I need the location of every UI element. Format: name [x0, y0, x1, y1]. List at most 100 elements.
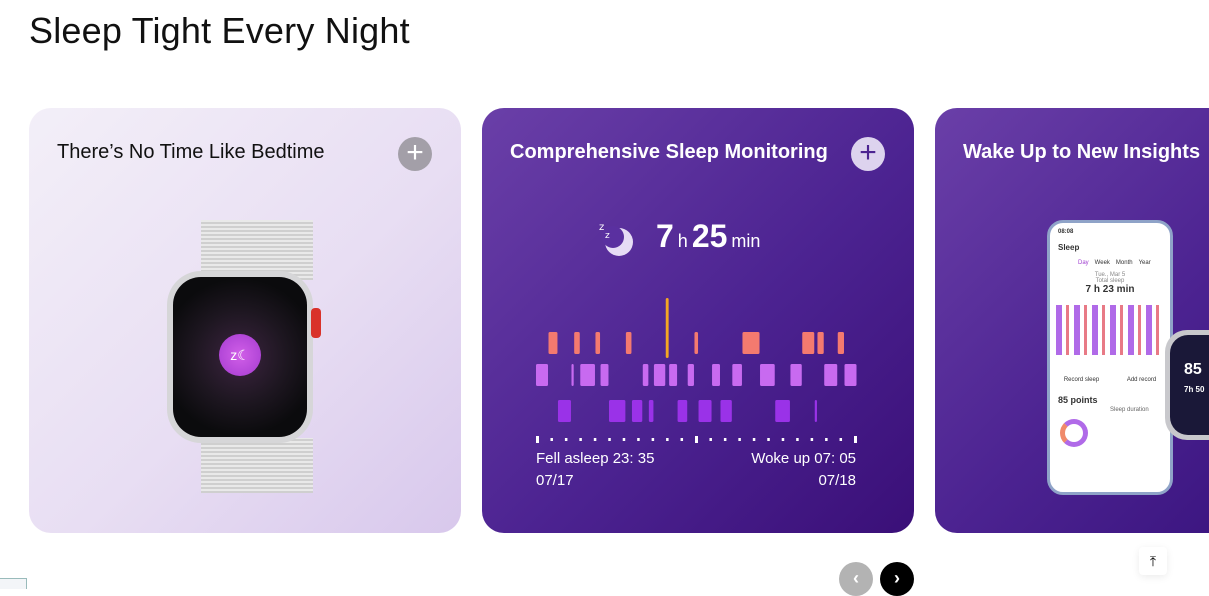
stage-segment-light	[536, 364, 549, 386]
stage-segment-rem	[817, 332, 824, 354]
phone-total: 7 h 23 min	[1085, 284, 1135, 295]
stage-segment-deep	[814, 400, 817, 422]
stage-segment-rem	[837, 332, 844, 354]
stage-segment-light	[580, 364, 595, 386]
watch-duration: 7h 50	[1184, 385, 1205, 394]
stage-segment-rem	[595, 332, 601, 354]
axis-tick	[651, 438, 655, 441]
axis-tick	[767, 438, 770, 441]
card-insights[interactable]: Wake Up to New Insights 08:08 Sleep Day W…	[935, 108, 1209, 533]
axis-tick	[608, 438, 611, 441]
axis-tick	[695, 436, 698, 443]
stage-segment-light	[653, 364, 666, 386]
svg-text:z: z	[599, 222, 604, 233]
axis-tick	[839, 438, 843, 441]
sleep-moon-icon: z☾	[219, 334, 261, 376]
stage-segment-light	[687, 364, 694, 386]
stage-segment-light	[760, 364, 775, 386]
axis-tick	[593, 438, 597, 441]
axis-tick	[781, 438, 785, 441]
card-title: Comprehensive Sleep Monitoring	[510, 141, 828, 163]
axis-tick	[825, 438, 828, 441]
stage-segment-light	[824, 364, 838, 386]
axis-tick	[622, 438, 626, 441]
axis-tick	[810, 438, 814, 441]
phone-image: 08:08 Sleep Day Week Month Year Tue., Mar 5…	[1047, 220, 1173, 495]
phone-date: Tue., Mar 5	[1094, 272, 1126, 278]
stage-segment-rem	[742, 332, 760, 354]
arrow-up-to-top-icon: ⤒	[1149, 553, 1157, 569]
axis-tick	[738, 438, 741, 441]
watch-band-top	[201, 220, 313, 280]
prev-button[interactable]: ‹	[839, 562, 873, 596]
phone-time: 08:08	[1058, 229, 1074, 235]
stage-segment-light	[712, 364, 720, 386]
card-bedtime[interactable]: There’s No Time Like Bedtime + z☾	[29, 108, 461, 533]
axis-tick	[579, 438, 582, 441]
woke-up-time: Woke up 07: 05	[751, 450, 856, 467]
corner-widget[interactable]	[0, 578, 27, 589]
stage-segment-deep	[775, 400, 790, 422]
stage-segment-deep	[720, 400, 732, 422]
stage-segment-deep	[631, 400, 643, 422]
phone-score: 85 points	[1058, 395, 1098, 405]
card-title: There’s No Time Like Bedtime	[57, 141, 325, 163]
stage-segment-deep	[608, 400, 626, 422]
axis-tick	[564, 438, 568, 441]
stage-segment-light	[571, 364, 574, 386]
watch-image: 85 7h 50	[1165, 330, 1209, 440]
stage-segment-awake	[665, 298, 669, 358]
phone-title: Sleep	[1058, 243, 1080, 252]
back-to-top-button[interactable]: ⤒	[1139, 547, 1167, 575]
phone-duration-label: Sleep duration	[1110, 407, 1149, 413]
stage-segment-light	[600, 364, 609, 386]
axis-tick	[666, 438, 669, 441]
axis-tick	[637, 438, 640, 441]
axis-tick	[796, 438, 799, 441]
axis-tick	[709, 438, 712, 441]
stage-segment-deep	[698, 400, 712, 422]
sleep-duration: 7 h 25 min	[656, 218, 761, 254]
axis-tick	[536, 436, 539, 443]
fell-asleep-date: 07/17	[536, 472, 574, 489]
chevron-left-icon: ‹	[853, 568, 859, 588]
sleep-stage-hypnogram	[536, 298, 857, 422]
stage-segment-rem	[574, 332, 580, 354]
plus-icon[interactable]: +	[851, 137, 885, 171]
woke-up-date: 07/18	[818, 472, 856, 489]
axis-tick	[550, 438, 553, 441]
next-button[interactable]: ›	[880, 562, 914, 596]
stage-segment-light	[790, 364, 802, 386]
stage-segment-light	[732, 364, 742, 386]
stage-segment-deep	[648, 400, 654, 422]
section-title: Sleep Tight Every Night	[29, 10, 410, 51]
axis-tick	[854, 436, 857, 443]
phone-total-label: Total sleep	[1095, 278, 1125, 284]
stage-segment-deep	[557, 400, 571, 422]
phone-actions: Record sleep Add record	[1063, 377, 1157, 383]
phone-ring	[1060, 419, 1088, 447]
time-axis-ticks	[536, 436, 857, 443]
plus-icon[interactable]: +	[398, 137, 432, 171]
axis-tick	[723, 438, 727, 441]
axis-tick	[752, 438, 756, 441]
axis-tick	[680, 438, 684, 441]
svg-text:z: z	[605, 231, 610, 241]
watch-score: 85	[1184, 361, 1202, 378]
fell-asleep-time: Fell asleep 23: 35	[536, 450, 655, 467]
stage-segment-light	[642, 364, 649, 386]
stage-segment-rem	[548, 332, 558, 354]
watch-band-bottom	[201, 438, 313, 493]
chevron-right-icon: ›	[894, 568, 900, 588]
phone-chart	[1056, 305, 1164, 355]
sleep-moon-icon: zz	[599, 222, 633, 256]
stage-segment-rem	[694, 332, 699, 354]
card-title: Wake Up to New Insights	[963, 141, 1201, 163]
stage-segment-light	[844, 364, 857, 386]
phone-tabs: Day Week Month Year	[1078, 260, 1151, 266]
stage-segment-light	[669, 364, 678, 386]
stage-segment-rem	[625, 332, 632, 354]
stage-segment-deep	[677, 400, 688, 422]
stage-segment-rem	[802, 332, 815, 354]
